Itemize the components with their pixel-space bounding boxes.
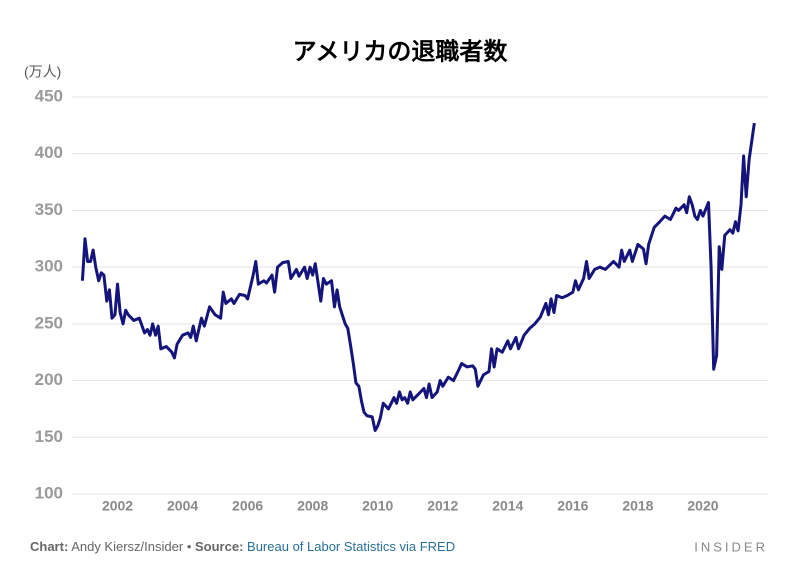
x-tick-label: 2014 — [492, 498, 523, 514]
x-tick-label: 2006 — [232, 498, 263, 514]
y-tick-label: 200 — [35, 370, 63, 389]
x-tick-label: 2012 — [427, 498, 458, 514]
separator: • — [187, 539, 192, 554]
footer: Chart: Andy Kiersz/Insider • Source: Bur… — [30, 539, 455, 554]
y-tick-label: 400 — [35, 143, 63, 162]
y-tick-label: 150 — [35, 427, 63, 446]
x-tick-label: 2018 — [622, 498, 653, 514]
x-tick-label: 2010 — [362, 498, 393, 514]
y-tick-label: 300 — [35, 257, 63, 276]
source-label: Source: — [195, 539, 243, 554]
brand: INSIDER — [694, 539, 768, 554]
chart-title: アメリカの退職者数 — [293, 37, 509, 65]
source: Bureau of Labor Statistics via FRED — [247, 539, 455, 554]
x-tick-label: 2002 — [102, 498, 133, 514]
x-tick-label: 2020 — [687, 498, 718, 514]
x-tick-label: 2008 — [297, 498, 328, 514]
data-line — [80, 122, 756, 432]
y-tick-label: 100 — [35, 483, 63, 502]
y-tick-label: 350 — [35, 200, 63, 219]
x-tick-label: 2016 — [557, 498, 588, 514]
chart-label: Chart: — [30, 539, 68, 554]
y-tick-label: 250 — [35, 313, 63, 332]
x-tick-label: 2004 — [167, 498, 198, 514]
y-tick-label: 450 — [35, 86, 63, 105]
chart-credit: Andy Kiersz/Insider — [71, 539, 184, 554]
y-unit: (万人) — [24, 64, 61, 80]
